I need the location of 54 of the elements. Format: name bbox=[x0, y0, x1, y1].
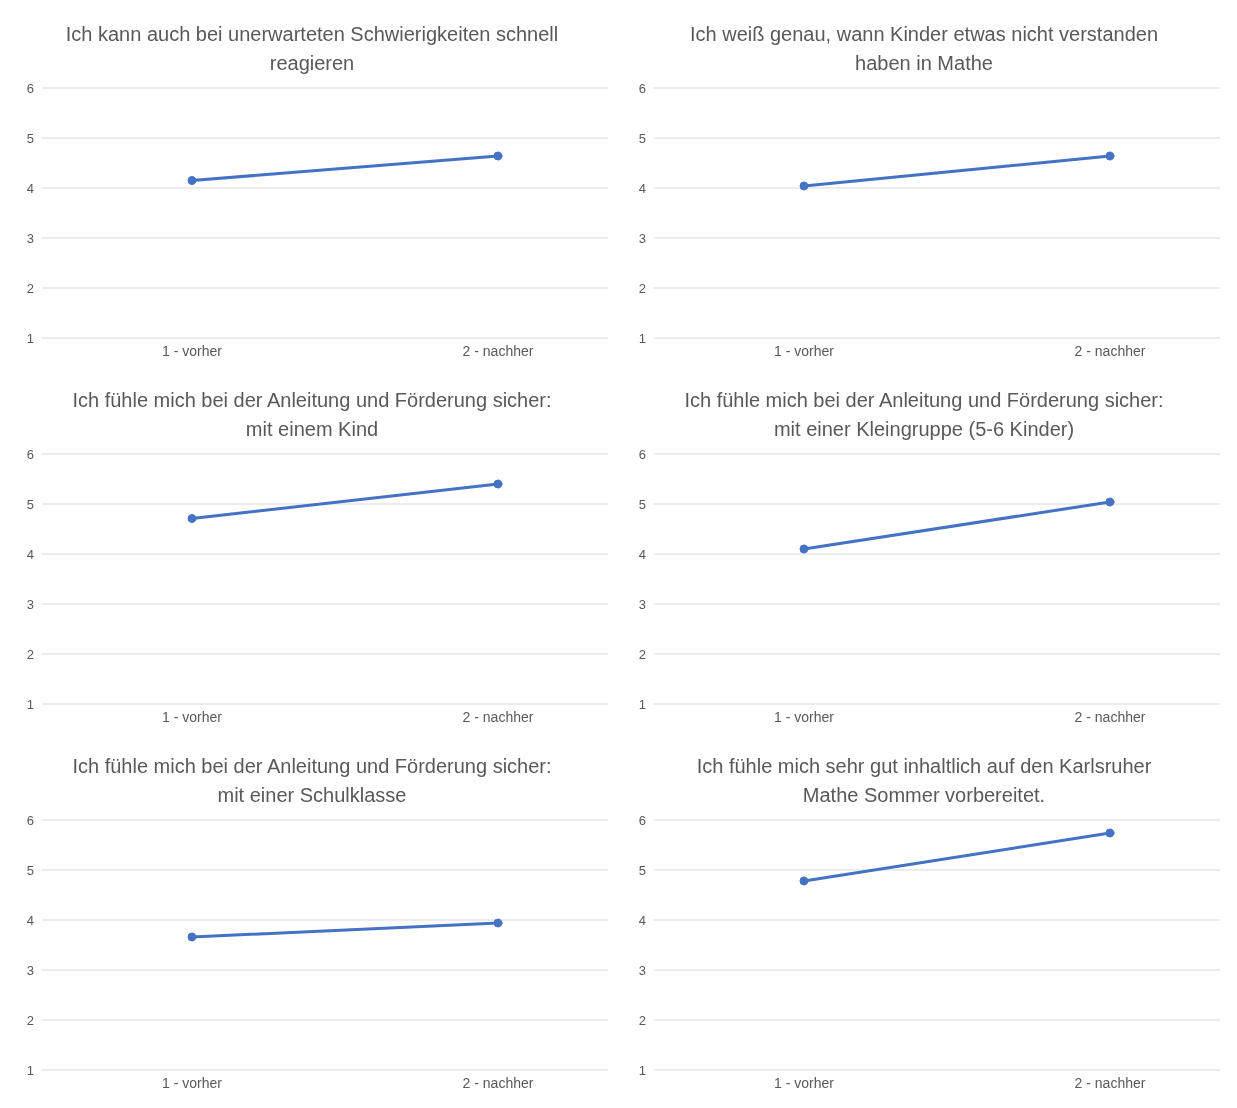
y-tick-label: 3 bbox=[26, 962, 34, 978]
y-tick-label: 1 bbox=[638, 1062, 646, 1078]
y-tick-label: 3 bbox=[638, 962, 646, 978]
y-tick-label: 6 bbox=[26, 812, 34, 828]
x-tick-label: 1 - vorher bbox=[774, 342, 835, 359]
y-tick-label: 2 bbox=[638, 1012, 646, 1028]
y-tick-label: 4 bbox=[26, 180, 34, 196]
y-tick-label: 6 bbox=[26, 80, 34, 96]
y-tick-label: 5 bbox=[26, 130, 34, 146]
y-tick-label: 3 bbox=[638, 230, 646, 246]
y-tick-label: 4 bbox=[26, 546, 34, 562]
y-tick-label: 5 bbox=[26, 496, 34, 512]
y-tick-label: 5 bbox=[638, 496, 646, 512]
y-tick-label: 2 bbox=[26, 646, 34, 662]
x-tick-label: 2 - nachher bbox=[1074, 342, 1146, 359]
y-tick-label: 3 bbox=[26, 596, 34, 612]
x-tick-label: 1 - vorher bbox=[774, 1074, 835, 1091]
chart-title: Ich fühle mich bei der Anleitung und Förderung sicher: mit einer Schulklasse bbox=[71, 754, 553, 808]
x-tick-label: 2 - nachher bbox=[1074, 708, 1146, 725]
x-tick-label: 1 - vorher bbox=[162, 1074, 223, 1091]
x-tick-label: 1 - vorher bbox=[774, 708, 835, 725]
x-tick-label: 2 - nachher bbox=[462, 1074, 534, 1091]
y-tick-label: 1 bbox=[638, 696, 646, 712]
y-tick-label: 5 bbox=[638, 862, 646, 878]
y-tick-label: 5 bbox=[638, 130, 646, 146]
x-tick-label: 2 - nachher bbox=[462, 708, 534, 725]
chart-title: Ich fühle mich bei der Anleitung und Förderung sicher: mit einem Kind bbox=[71, 388, 553, 442]
chart-title: Ich kann auch bei unerwarteten Schwierigkeiten schnell reagieren bbox=[64, 22, 560, 76]
y-tick-label: 4 bbox=[638, 180, 646, 196]
y-tick-label: 5 bbox=[26, 862, 34, 878]
chart-title: Ich weiß genau, wann Kinder etwas nicht verstanden haben in Mathe bbox=[688, 22, 1159, 76]
y-tick-label: 4 bbox=[638, 546, 646, 562]
chart-title: Ich fühle mich sehr gut inhaltlich auf den Karlsruher Mathe Sommer vorbereitet. bbox=[695, 754, 1153, 808]
y-tick-label: 1 bbox=[26, 330, 34, 346]
y-tick-label: 3 bbox=[638, 596, 646, 612]
y-tick-label: 6 bbox=[26, 446, 34, 462]
y-tick-label: 2 bbox=[26, 280, 34, 296]
y-tick-label: 4 bbox=[26, 912, 34, 928]
y-tick-label: 1 bbox=[638, 330, 646, 346]
y-tick-label: 6 bbox=[638, 812, 646, 828]
x-tick-label: 2 - nachher bbox=[1074, 1074, 1146, 1091]
y-tick-label: 2 bbox=[638, 646, 646, 662]
x-tick-label: 1 - vorher bbox=[162, 342, 223, 359]
y-tick-label: 4 bbox=[638, 912, 646, 928]
y-tick-label: 6 bbox=[638, 446, 646, 462]
chart-title: Ich fühle mich bei der Anleitung und Förderung sicher: mit einer Kleingruppe (5-6 Kinder) bbox=[683, 388, 1165, 442]
y-tick-label: 6 bbox=[638, 80, 646, 96]
y-tick-label: 1 bbox=[26, 696, 34, 712]
y-tick-label: 1 bbox=[26, 1062, 34, 1078]
x-tick-label: 1 - vorher bbox=[162, 708, 223, 725]
y-tick-label: 3 bbox=[26, 230, 34, 246]
x-tick-label: 2 - nachher bbox=[462, 342, 534, 359]
y-tick-label: 2 bbox=[638, 280, 646, 296]
y-tick-label: 2 bbox=[26, 1012, 34, 1028]
